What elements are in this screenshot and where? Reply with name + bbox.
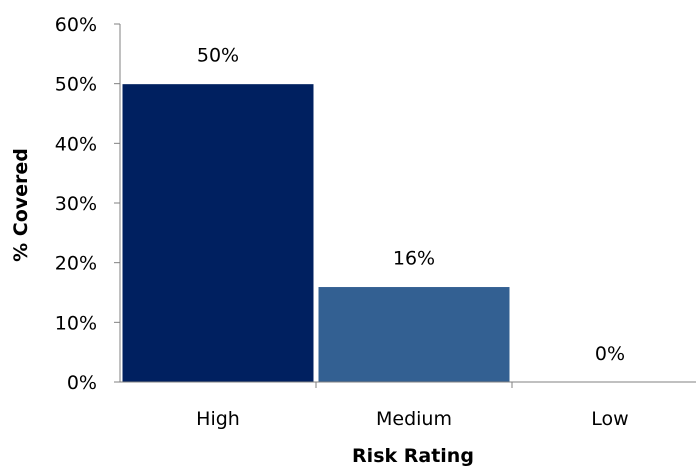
data-label-high: 50% bbox=[197, 45, 239, 67]
y-tick-label: 30% bbox=[55, 193, 97, 215]
data-label-medium: 16% bbox=[393, 248, 435, 270]
x-axis-title: Risk Rating bbox=[352, 445, 474, 467]
bar-high bbox=[121, 83, 315, 383]
x-tick-label-high: High bbox=[196, 408, 240, 430]
y-tick-label: 20% bbox=[55, 253, 97, 275]
y-tick-label: 40% bbox=[55, 133, 97, 155]
bar-medium bbox=[317, 286, 511, 383]
y-tick-label: 10% bbox=[55, 312, 97, 334]
y-axis-title: % Covered bbox=[10, 148, 32, 262]
y-tick-label: 0% bbox=[67, 372, 97, 394]
data-label-low: 0% bbox=[595, 343, 625, 365]
x-tick-label-low: Low bbox=[591, 408, 628, 430]
y-tick-label: 60% bbox=[55, 14, 97, 36]
y-tick-label: 50% bbox=[55, 74, 97, 96]
x-tick-label-medium: Medium bbox=[376, 408, 452, 430]
y-axis-ticks: 0% 10% 20% 30% 40% 50% 60% bbox=[55, 14, 120, 394]
x-axis-ticks: High Medium Low bbox=[196, 382, 629, 430]
bars bbox=[121, 83, 511, 383]
data-labels: 50% 16% 0% bbox=[197, 45, 625, 365]
